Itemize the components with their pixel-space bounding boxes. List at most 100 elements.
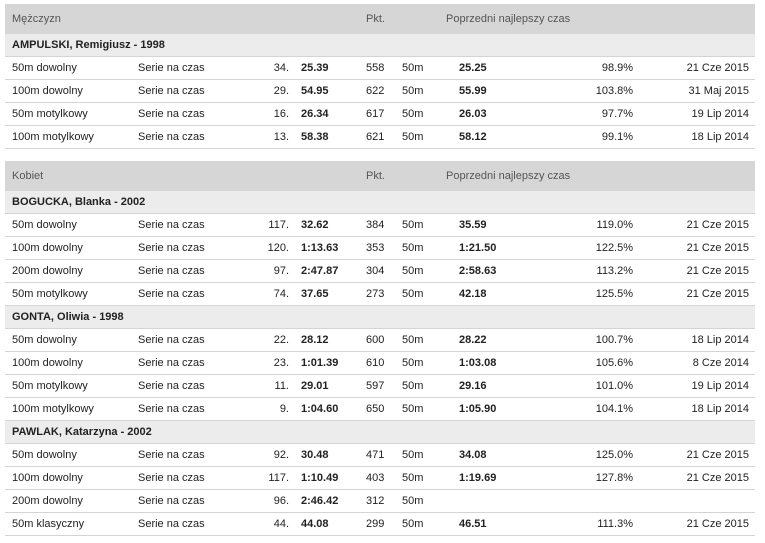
result-row: 100m dowolny Serie na czas 29. 54.95 622 50m 5… bbox=[5, 79, 756, 103]
section-title: Mężczyzn bbox=[5, 4, 364, 34]
event-name: 50m dowolny bbox=[5, 328, 138, 352]
pool-length: 50m bbox=[399, 213, 444, 237]
event-name: 100m dowolny bbox=[5, 236, 138, 260]
result-time: 54.95 bbox=[289, 79, 364, 103]
round-type: Serie na czas bbox=[138, 79, 228, 103]
result-row: 200m dowolny Serie na czas 96. 2:46.42 312 50… bbox=[5, 489, 756, 513]
previous-best-date: 21 Cze 2015 bbox=[633, 213, 756, 237]
pool-length: 50m bbox=[399, 489, 444, 513]
athlete-row: PAWLAK, Katarzyna - 2002 bbox=[5, 420, 756, 444]
section-title: Kobiet bbox=[5, 161, 364, 191]
points: 600 bbox=[363, 328, 400, 352]
previous-best-time: 1:19.69 bbox=[443, 466, 536, 490]
pool-length: 50m bbox=[399, 397, 444, 421]
header-spacer bbox=[399, 4, 444, 34]
percentage: 97.7% bbox=[535, 102, 634, 126]
percentage: 122.5% bbox=[535, 236, 634, 260]
result-row: 50m motylkowy Serie na czas 16. 26.34 617 50m… bbox=[5, 102, 756, 126]
event-name: 50m dowolny bbox=[5, 213, 138, 237]
rank: 117. bbox=[228, 213, 289, 237]
result-row: 50m motylkowy Serie na czas 74. 37.65 273 50m… bbox=[5, 282, 756, 306]
result-time: 37.65 bbox=[289, 282, 364, 306]
percentage: 101.0% bbox=[535, 374, 634, 398]
previous-best-date bbox=[633, 489, 756, 513]
previous-best-date: 21 Cze 2015 bbox=[633, 443, 756, 467]
rank: 22. bbox=[228, 328, 289, 352]
points: 621 bbox=[363, 125, 400, 149]
event-name: 50m klasyczny bbox=[5, 512, 138, 536]
event-name: 50m dowolny bbox=[5, 56, 138, 80]
previous-best-time: 26.03 bbox=[443, 102, 536, 126]
pool-length: 50m bbox=[399, 466, 444, 490]
pool-length: 50m bbox=[399, 351, 444, 375]
result-time: 58.38 bbox=[289, 125, 364, 149]
event-name: 50m motylkowy bbox=[5, 282, 138, 306]
result-time: 2:46.42 bbox=[289, 489, 364, 513]
result-time: 29.01 bbox=[289, 374, 364, 398]
pool-length: 50m bbox=[399, 125, 444, 149]
event-name: 100m dowolny bbox=[5, 79, 138, 103]
result-time: 2:47.87 bbox=[289, 259, 364, 283]
previous-best-time: 25.25 bbox=[443, 56, 536, 80]
rank: 11. bbox=[228, 374, 289, 398]
previous-best-date: 18 Lip 2014 bbox=[633, 125, 756, 149]
result-row: 100m dowolny Serie na czas 23. 1:01.39 610 50… bbox=[5, 351, 756, 375]
result-time: 1:04.60 bbox=[289, 397, 364, 421]
result-time: 30.48 bbox=[289, 443, 364, 467]
pool-length: 50m bbox=[399, 443, 444, 467]
athlete-name: AMPULSKI, Remigiusz - 1998 bbox=[5, 34, 756, 57]
athlete-name: GONTA, Oliwia - 1998 bbox=[5, 305, 756, 329]
points: 384 bbox=[363, 213, 400, 237]
previous-best-time: 35.59 bbox=[443, 213, 536, 237]
event-name: 50m motylkowy bbox=[5, 374, 138, 398]
rank: 117. bbox=[228, 466, 289, 490]
section-header-row: Kobiet Pkt. Poprzedni najlepszy czas bbox=[5, 161, 756, 191]
percentage: 98.9% bbox=[535, 56, 634, 80]
previous-best-time: 55.99 bbox=[443, 79, 536, 103]
previous-best-date: 18 Lip 2014 bbox=[633, 328, 756, 352]
previous-best-date: 19 Lip 2014 bbox=[633, 374, 756, 398]
previous-best-date: 18 Lip 2014 bbox=[633, 397, 756, 421]
result-time: 44.08 bbox=[289, 512, 364, 536]
percentage: 100.7% bbox=[535, 328, 634, 352]
previous-best-date: 21 Cze 2015 bbox=[633, 512, 756, 536]
round-type: Serie na czas bbox=[138, 102, 228, 126]
result-row: 50m motylkowy Serie na czas 11. 29.01 597 50m… bbox=[5, 374, 756, 398]
previous-best-column-header: Poprzedni najlepszy czas bbox=[443, 4, 756, 34]
points: 304 bbox=[363, 259, 400, 283]
round-type: Serie na czas bbox=[138, 125, 228, 149]
result-row: 50m klasyczny Serie na czas 44. 44.08 299 50m… bbox=[5, 512, 756, 536]
points: 312 bbox=[363, 489, 400, 513]
percentage: 99.1% bbox=[535, 125, 634, 149]
pool-length: 50m bbox=[399, 259, 444, 283]
round-type: Serie na czas bbox=[138, 374, 228, 398]
percentage: 125.5% bbox=[535, 282, 634, 306]
athlete-name: BOGUCKA, Blanka - 2002 bbox=[5, 191, 756, 214]
previous-best-column-header: Poprzedni najlepszy czas bbox=[443, 161, 756, 191]
pool-length: 50m bbox=[399, 236, 444, 260]
result-time: 28.12 bbox=[289, 328, 364, 352]
pool-length: 50m bbox=[399, 56, 444, 80]
previous-best-time bbox=[443, 489, 536, 513]
event-name: 100m motylkowy bbox=[5, 125, 138, 149]
rank: 92. bbox=[228, 443, 289, 467]
event-name: 200m dowolny bbox=[5, 259, 138, 283]
round-type: Serie na czas bbox=[138, 282, 228, 306]
result-time: 1:01.39 bbox=[289, 351, 364, 375]
pool-length: 50m bbox=[399, 102, 444, 126]
previous-best-time: 42.18 bbox=[443, 282, 536, 306]
previous-best-date: 21 Cze 2015 bbox=[633, 236, 756, 260]
points: 273 bbox=[363, 282, 400, 306]
percentage bbox=[535, 489, 634, 513]
rank: 16. bbox=[228, 102, 289, 126]
result-row: 50m dowolny Serie na czas 92. 30.48 471 50m 34… bbox=[5, 443, 756, 467]
previous-best-time: 34.08 bbox=[443, 443, 536, 467]
points: 650 bbox=[363, 397, 400, 421]
points: 353 bbox=[363, 236, 400, 260]
round-type: Serie na czas bbox=[138, 466, 228, 490]
section-header-row: Mężczyzn Pkt. Poprzedni najlepszy czas bbox=[5, 4, 756, 34]
previous-best-time: 1:21.50 bbox=[443, 236, 536, 260]
result-row: 100m motylkowy Serie na czas 9. 1:04.60 650 5… bbox=[5, 397, 756, 421]
percentage: 125.0% bbox=[535, 443, 634, 467]
round-type: Serie na czas bbox=[138, 236, 228, 260]
